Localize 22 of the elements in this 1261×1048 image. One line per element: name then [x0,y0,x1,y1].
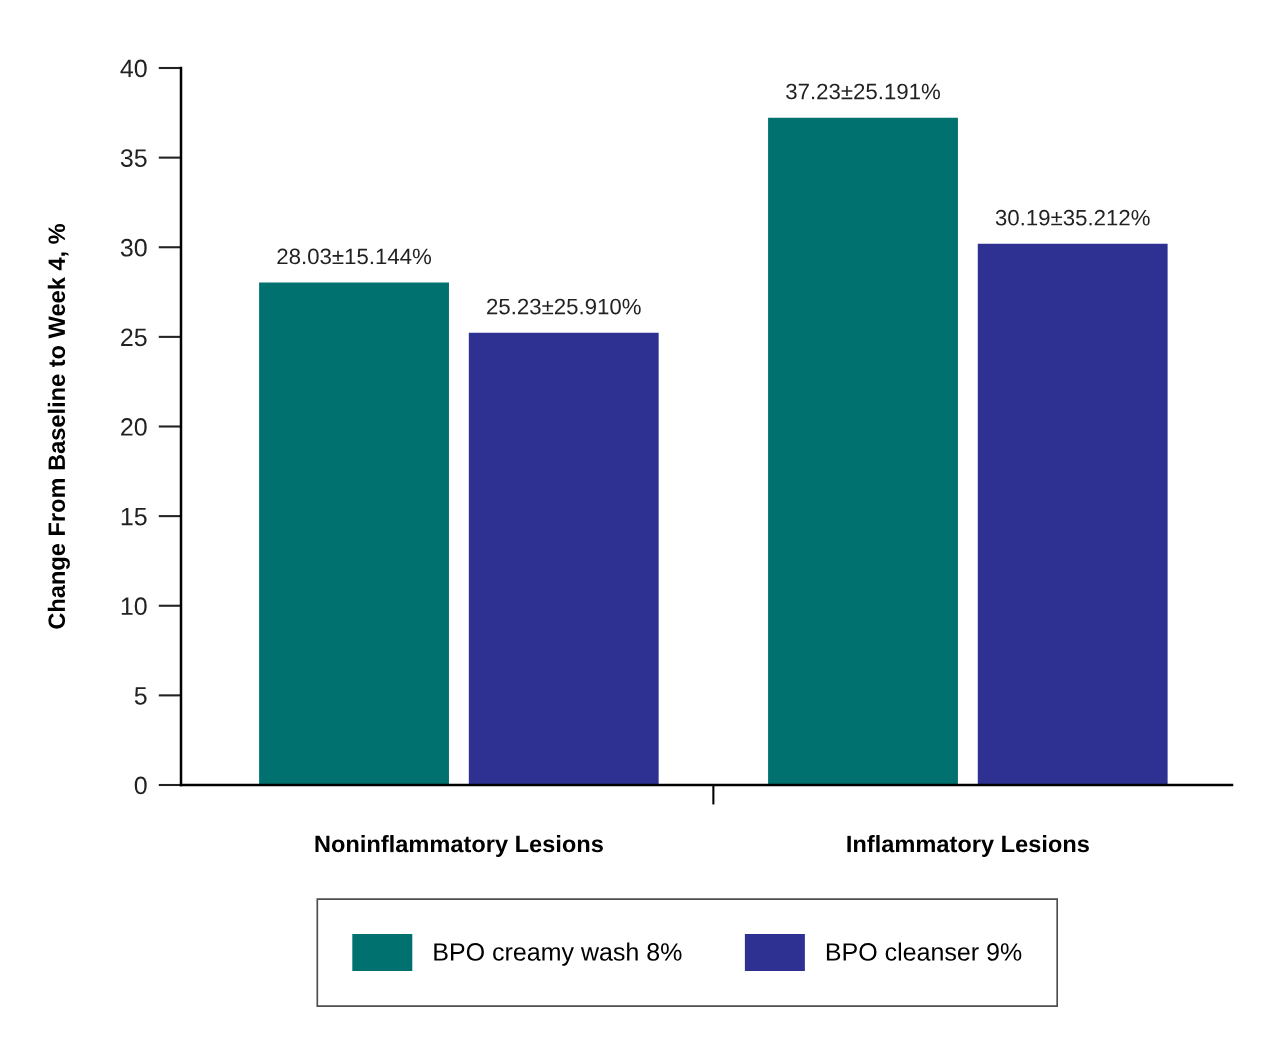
data-label: 28.03±15.144% [277,248,432,265]
legend-label: BPO creamy wash 8% [434,942,682,966]
y-tick-label: 15 [121,507,147,526]
bar [468,332,659,785]
bar [259,282,449,785]
data-label: 25.23±25.910% [487,298,641,315]
y-tick-label: 40 [120,59,147,78]
y-axis-title: Change From Baseline to Week 4, % [47,223,70,629]
y-tick-label: 35 [120,149,147,167]
bar [768,117,958,785]
y-tick-label: 5 [134,687,147,705]
data-label: 30.19±35.212% [995,209,1150,226]
bar [977,243,1168,785]
y-tick-label: 20 [121,418,147,436]
data-label: 37.23±25.191% [786,83,940,100]
y-tick-label: 0 [134,776,147,795]
y-tick-label: 25 [121,328,147,347]
y-tick-label: 10 [121,597,147,616]
y-tick-label: 30 [120,238,147,257]
x-tick-label: Noninflammatory Lesions [315,835,603,858]
legend-label: BPO cleanser 9% [826,942,1022,961]
x-tick-label: Inflammatory Lesions [847,835,1089,858]
